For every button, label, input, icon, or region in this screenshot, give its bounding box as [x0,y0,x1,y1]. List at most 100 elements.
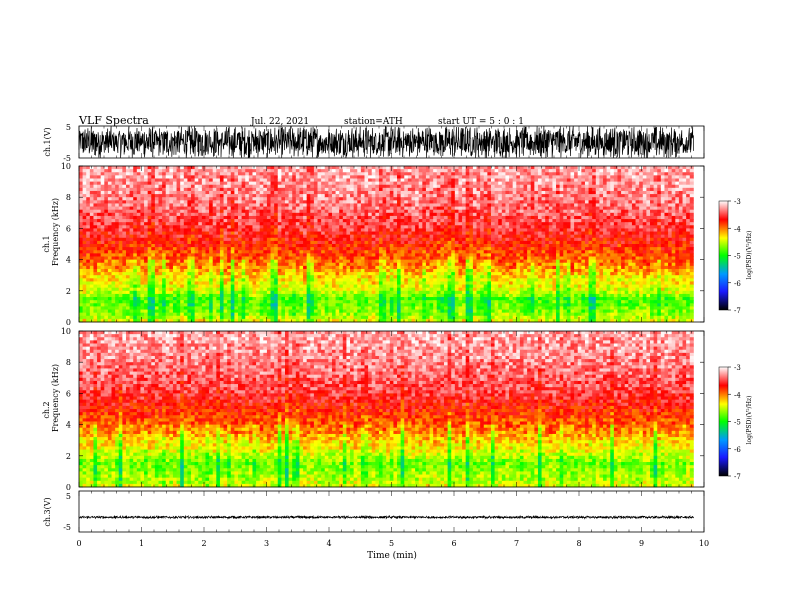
spectrogram-cell [201,206,206,211]
spectrogram-cell [115,206,120,211]
spectrogram-cell [136,272,141,276]
spectrogram-cell [378,303,383,307]
spectrogram-cell [162,181,167,186]
spectrogram-cell [360,194,365,198]
spectrogram-cell [274,172,279,176]
spectrogram-cell [295,190,300,195]
spectrogram-cell [122,247,127,251]
spectrogram-cell [165,203,170,207]
spectrogram-cell [306,237,311,242]
spectrogram-cell [331,190,336,195]
spectrogram-cell [342,272,347,276]
spectrogram-cell [86,262,91,267]
spectrogram-cell [350,268,355,273]
spectrogram-cell [248,200,253,204]
spectrogram-cell [172,231,177,236]
spectrogram-cell [360,237,365,242]
spectrogram-cell [328,290,333,295]
spectrogram-cell [234,303,239,307]
spectrogram-cell [245,206,250,211]
spectrogram-cell [180,237,185,242]
spectrogram-cell [100,166,105,170]
spectrogram-cell [303,172,308,176]
spectrogram-cell [295,215,300,220]
spectrogram-cell [205,222,210,226]
spectrogram-cell [313,312,318,317]
spectrogram-cell [176,237,181,242]
spectrogram-cell [180,187,185,192]
spectrogram-cell [285,166,290,170]
spectrogram-cell [238,262,243,267]
spectrogram-cell [281,184,286,189]
spectrogram-cell [111,256,116,260]
spectrogram-cell [162,315,167,320]
spectrogram-cell [364,250,369,254]
spectrogram-cell [89,212,94,217]
spectrogram-cell [425,222,430,226]
spectrogram-cell [386,237,391,242]
spectrogram-cell [176,187,181,192]
spectrogram-cell [97,281,102,285]
spectrogram-cell [140,278,145,282]
spectrogram-cell [306,190,311,195]
spectrogram-cell [147,297,152,301]
spectrogram-cell [295,231,300,236]
spectrogram-cell [321,306,326,310]
spectrogram-cell [125,312,130,317]
spectrogram-cell [165,219,170,223]
spectrogram-cell [79,212,84,217]
spectrogram-cell [133,256,138,260]
spectrogram-cell [256,247,261,251]
spectrogram-cell [248,172,253,176]
spectrogram-cell [82,187,87,192]
spectrogram-cell [194,247,199,251]
spectrogram-cell [136,194,141,198]
spectrogram-cell [187,175,192,179]
spectrogram-cell [360,287,365,292]
spectrogram-cell [154,275,159,279]
spectrogram-cell [292,303,297,307]
spectrogram-cell [140,250,145,254]
spectrogram-cell [422,290,427,295]
spectrogram-cell [115,297,120,301]
spectrogram-cell [248,240,253,245]
spectrogram-cell [288,312,293,317]
spectrogram-cell [259,206,264,211]
spectrogram-cell [158,184,163,189]
spectrogram-cell [371,190,376,195]
spectrogram-cell [295,312,300,317]
spectrogram-cell [151,303,156,307]
spectrogram-cell [263,184,268,189]
spectrogram-cell [425,206,430,211]
spectrogram-cell [263,287,268,292]
spectrogram-cell [375,268,380,273]
spectrogram-cell [277,253,282,257]
spectrogram-cell [180,212,185,217]
spectrogram-cell [172,275,177,279]
spectrogram-cell [256,300,261,304]
spectrogram-cell [292,178,297,182]
spectrogram-cell [321,281,326,285]
spectrogram-cell [317,284,322,289]
spectrogram-cell [418,228,423,232]
spectrogram-cell [162,303,167,307]
spectrogram-cell [353,209,358,214]
spectrogram-cell [303,212,308,217]
spectrogram-cell [324,244,329,248]
spectrogram-cell [187,262,192,267]
spectrogram-cell [346,222,351,226]
spectrogram-cell [129,318,134,323]
spectrogram-cell [187,284,192,289]
spectrogram-cell [404,228,409,232]
spectrogram-cell [389,187,394,192]
spectrogram-cell [281,231,286,236]
spectrogram-cell [245,234,250,239]
spectrogram-cell [256,253,261,257]
spectrogram-cell [353,234,358,239]
spectrogram-cell [151,315,156,320]
spectrogram-cell [172,281,177,285]
spectrogram-cell [328,300,333,304]
spectrogram-cell [292,209,297,214]
spectrogram-cell [378,275,383,279]
spectrogram-cell [172,181,177,186]
